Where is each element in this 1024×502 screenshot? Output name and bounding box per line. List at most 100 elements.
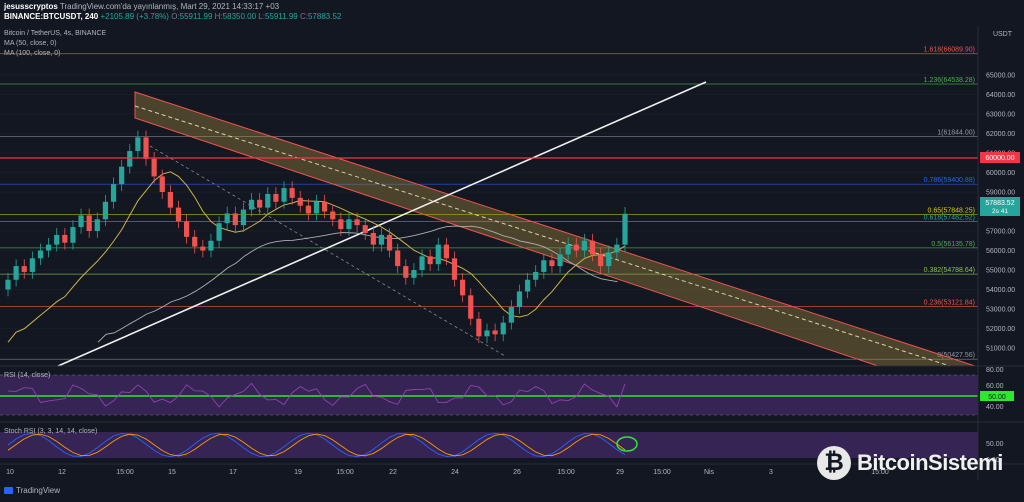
- candle-body: [175, 207, 182, 222]
- time-tick: 19: [294, 469, 302, 476]
- author-name: jesusscryptos: [4, 2, 58, 11]
- candle-body: [184, 221, 190, 237]
- price-tick: 57000.00: [986, 229, 1015, 236]
- fib-label: 0(50427.56): [937, 352, 975, 359]
- rsi-tick-60: 60.00: [986, 383, 1004, 390]
- candle-body: [78, 215, 84, 228]
- candle-body: [508, 307, 514, 323]
- countdown-tag: 2s 41: [992, 208, 1008, 215]
- open-value: 55911.99: [179, 12, 213, 21]
- candle-body: [581, 240, 588, 251]
- candle-body: [427, 256, 433, 265]
- candle-body: [70, 227, 76, 243]
- candle-body: [565, 244, 571, 255]
- fib-label: 1.618(66089.90): [924, 47, 975, 54]
- time-tick: Nis: [704, 469, 715, 476]
- candle-body: [313, 201, 320, 214]
- candle-body: [557, 254, 563, 267]
- candle-body: [338, 219, 344, 230]
- price-tick: 53000.00: [986, 307, 1015, 314]
- price-tick: 55000.00: [986, 268, 1015, 275]
- candle-body: [192, 236, 198, 247]
- rsi-legend: RSI (14, close): [4, 372, 50, 379]
- candle-body: [54, 234, 60, 245]
- rsi-tick-40: 40.00: [986, 404, 1004, 411]
- time-tick: 15:00: [116, 469, 134, 476]
- time-axis: 10 12 15:00 15 17 19 15:00 22 24 26 15:00 29 15:00 Ni…: [6, 469, 889, 476]
- stoch-legend: Stoch RSI (3, 3, 14, 14, close): [4, 428, 97, 435]
- candle-body: [224, 213, 230, 224]
- rsi-tick-80: 80.00: [986, 367, 1004, 374]
- candle-body: [516, 291, 523, 308]
- candle-body: [386, 234, 393, 251]
- candle-body: [484, 330, 490, 337]
- fib-label: 0.786(59400.88): [924, 177, 975, 184]
- price-tick: 60000.00: [986, 170, 1015, 177]
- candle-body: [159, 176, 165, 192]
- time-tick: 3: [769, 469, 773, 476]
- symbol-label: BINANCE:BTCUSDT, 240: [4, 12, 99, 21]
- tradingview-logo-icon: [4, 487, 13, 495]
- candle-body: [451, 258, 458, 280]
- stoch-k-line: [7, 432, 626, 458]
- candle-body: [200, 246, 206, 251]
- candle-body: [208, 240, 214, 251]
- candle-body: [476, 318, 482, 337]
- candle-body: [305, 205, 311, 214]
- candle-body: [395, 250, 401, 267]
- candle-body: [143, 137, 149, 159]
- fib-label: 0.236(53121.84): [924, 300, 975, 307]
- tradingview-branding[interactable]: TradingView: [4, 486, 60, 495]
- candle-body: [354, 219, 360, 226]
- low-value: 55911.99: [264, 12, 298, 21]
- chart-header-ohlc: BINANCE:BTCUSDT, 240 +2105.89 (+3.78%) O…: [4, 12, 342, 21]
- time-tick: 17: [229, 469, 237, 476]
- ma50-legend: MA (50, close, 0): [4, 40, 57, 47]
- price-tick: 65000.00: [986, 73, 1015, 80]
- candle-body: [94, 219, 100, 231]
- candle-body: [127, 151, 133, 167]
- candle-body: [460, 279, 466, 296]
- candle-body: [435, 244, 441, 265]
- candle-body: [37, 250, 44, 259]
- candle-body: [346, 219, 352, 230]
- published-info: TradingView.com'da yayınlanmış, Mart 29,…: [59, 2, 280, 11]
- time-tick: 26: [513, 469, 521, 476]
- fib-label: 0.382(54788.64): [924, 267, 975, 274]
- candle-body: [119, 166, 125, 185]
- candle-body: [265, 193, 271, 208]
- time-tick: 24: [451, 469, 459, 476]
- bitcoin-logo-icon: ₿: [817, 446, 851, 480]
- candle-body: [598, 254, 604, 267]
- stoch-tick-0: 0.00: [986, 457, 1000, 464]
- candle-body: [541, 260, 547, 272]
- candle-body: [606, 252, 612, 267]
- candle-body: [151, 158, 157, 177]
- price-tick: 63000.00: [986, 112, 1015, 119]
- candle-body: [362, 225, 368, 233]
- candle-body: [257, 199, 263, 208]
- candle-body: [468, 295, 474, 319]
- candle-body: [614, 244, 620, 253]
- descending-channel: [134, 91, 976, 367]
- stoch-d-line: [7, 433, 626, 457]
- candle-body: [240, 209, 247, 226]
- time-tick: 29: [616, 469, 624, 476]
- candle-body: [378, 234, 385, 245]
- candle-body: [419, 256, 425, 270]
- rsi-panel-band: [0, 375, 978, 415]
- close-value: 57883.52: [307, 12, 342, 21]
- candle-body: [370, 232, 376, 245]
- time-tick: 10: [6, 469, 14, 476]
- candle-body: [549, 260, 555, 267]
- fib-label: 0.65(57848.25): [928, 207, 975, 214]
- candle-body: [62, 234, 68, 243]
- candle-body: [86, 215, 92, 231]
- candle-body: [21, 266, 27, 272]
- candle-body: [492, 330, 498, 335]
- candle-body: [322, 201, 328, 212]
- candle-body: [297, 197, 303, 206]
- candle-body: [500, 322, 506, 335]
- candle-body: [135, 137, 141, 152]
